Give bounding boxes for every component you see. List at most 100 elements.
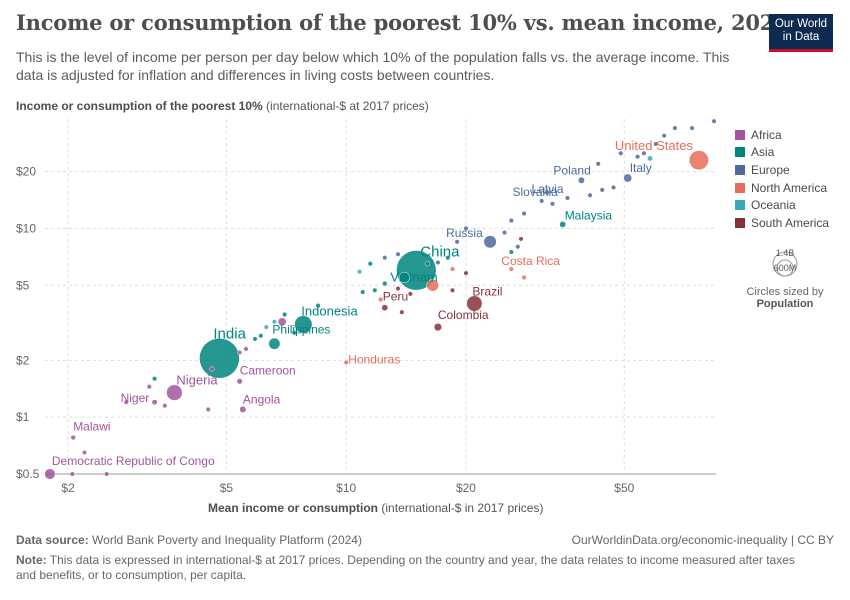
size-legend-max-label: 1.4B <box>776 248 795 258</box>
point-colombia[interactable] <box>433 323 442 332</box>
legend-item-oceania[interactable]: Oceania <box>735 196 829 214</box>
point[interactable] <box>382 280 388 287</box>
point[interactable] <box>635 154 641 160</box>
point[interactable] <box>653 141 659 147</box>
point-cameroon[interactable] <box>236 378 243 385</box>
chart-subtitle: This is the level of income per person p… <box>16 49 730 83</box>
point-peru[interactable] <box>381 304 389 312</box>
point[interactable] <box>162 403 168 409</box>
point[interactable] <box>152 376 158 382</box>
point[interactable] <box>508 249 514 255</box>
point-malawi[interactable] <box>70 434 76 441</box>
point[interactable] <box>104 471 110 477</box>
point[interactable] <box>599 187 605 193</box>
legend-item-europe[interactable]: Europe <box>735 161 829 179</box>
point[interactable] <box>711 118 717 124</box>
point[interactable] <box>449 266 456 272</box>
point-angola[interactable] <box>239 405 247 413</box>
point[interactable] <box>395 286 401 292</box>
label-italy: Italy <box>630 161 652 175</box>
point[interactable] <box>518 236 524 242</box>
point[interactable] <box>521 210 527 217</box>
point[interactable] <box>641 150 647 156</box>
point-malaysia[interactable] <box>559 221 567 228</box>
point-democratic-republic-of-congo[interactable] <box>44 468 56 480</box>
point[interactable] <box>81 449 88 456</box>
point[interactable] <box>463 270 469 276</box>
point[interactable] <box>243 346 249 352</box>
point[interactable] <box>672 125 678 131</box>
point[interactable] <box>689 125 695 131</box>
point[interactable] <box>123 399 129 405</box>
legend-item-south-america[interactable]: South America <box>735 214 829 232</box>
point-slovakia[interactable] <box>549 201 556 207</box>
size-legend-circles: 1.4B 600M <box>772 248 798 277</box>
point[interactable] <box>449 287 456 293</box>
point[interactable] <box>647 155 653 162</box>
point[interactable] <box>282 311 288 318</box>
point-honduras[interactable] <box>343 359 349 365</box>
point[interactable] <box>539 198 545 204</box>
point[interactable] <box>252 336 258 342</box>
point[interactable] <box>372 287 378 293</box>
point-indonesia[interactable] <box>294 315 313 334</box>
point[interactable] <box>291 330 297 336</box>
point[interactable] <box>595 161 601 167</box>
point[interactable] <box>544 189 550 196</box>
point[interactable] <box>382 255 388 261</box>
point[interactable] <box>501 230 508 236</box>
point[interactable] <box>271 319 277 325</box>
point[interactable] <box>205 406 211 412</box>
point[interactable] <box>263 324 269 330</box>
point[interactable] <box>209 366 215 372</box>
label-poland: Poland <box>553 163 590 177</box>
point-india[interactable] <box>199 338 240 379</box>
point[interactable] <box>661 133 667 139</box>
point[interactable] <box>395 251 401 257</box>
legend-item-asia[interactable]: Asia <box>735 144 829 162</box>
point[interactable] <box>515 244 521 250</box>
point[interactable] <box>69 471 75 477</box>
point[interactable] <box>237 349 243 356</box>
point[interactable] <box>258 333 264 339</box>
label-democratic-republic-of-congo: Democratic Republic of Congo <box>52 454 215 468</box>
label-niger: Niger <box>121 391 150 405</box>
point[interactable] <box>367 261 373 267</box>
point[interactable] <box>424 261 430 267</box>
label-united-states: United States <box>615 138 694 153</box>
point-latvia[interactable] <box>564 195 571 201</box>
owid-logo[interactable]: Our World in Data <box>769 14 833 52</box>
point[interactable] <box>399 309 405 315</box>
point-niger[interactable] <box>151 399 158 406</box>
point-nigeria[interactable] <box>166 384 183 401</box>
legend-item-africa[interactable]: Africa <box>735 126 829 144</box>
footer-url-link[interactable]: OurWorldinData.org/economic-inequality |… <box>571 533 834 547</box>
point-costa-rica[interactable] <box>508 266 514 272</box>
point[interactable] <box>146 384 152 390</box>
point[interactable] <box>426 279 439 292</box>
point[interactable] <box>277 317 287 327</box>
point[interactable] <box>356 269 363 275</box>
point[interactable] <box>611 184 617 190</box>
point-philippines[interactable] <box>268 337 281 350</box>
point-italy[interactable] <box>623 173 633 183</box>
point[interactable] <box>521 274 527 280</box>
point-brazil[interactable] <box>466 295 483 312</box>
point-poland[interactable] <box>577 176 585 184</box>
point[interactable] <box>378 296 384 303</box>
legend-item-north-america[interactable]: North America <box>735 179 829 197</box>
point[interactable] <box>407 291 413 297</box>
point[interactable] <box>360 289 366 295</box>
point-russia[interactable] <box>483 235 497 249</box>
point[interactable] <box>445 255 451 261</box>
point[interactable] <box>463 225 469 231</box>
point-united-states[interactable] <box>688 150 709 171</box>
point[interactable] <box>315 303 321 309</box>
point[interactable] <box>508 218 514 224</box>
point-vietnam[interactable] <box>398 271 410 283</box>
footer-note: Note: This data is expressed in internat… <box>16 553 816 583</box>
point[interactable] <box>587 192 593 198</box>
point[interactable] <box>618 150 624 156</box>
point[interactable] <box>435 259 441 266</box>
point[interactable] <box>454 239 460 245</box>
